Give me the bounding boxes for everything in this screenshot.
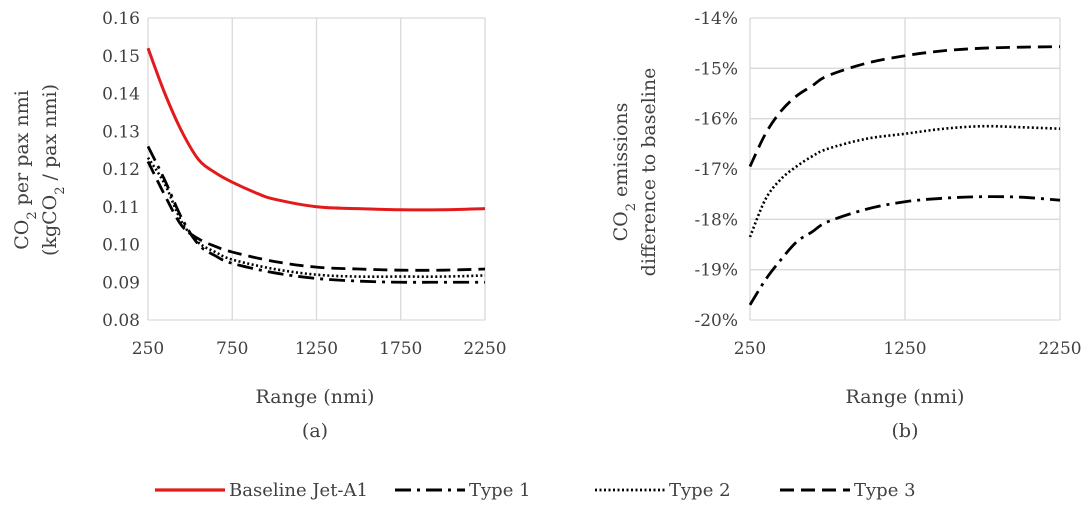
chart-b-tick-labels: 250 1250 2250 -20% -19% -18% -17% -16% -15% -14% (694, 9, 1081, 359)
chart-b-panel-label: (b) (892, 420, 919, 442)
chart-a-y-axis-label-line2: (kgCO2 / pax nmi) (39, 84, 68, 256)
y-tick-label: 0.14 (102, 85, 140, 105)
chart-a-panel-label: (a) (302, 420, 328, 442)
series-line-type-2 (748, 124, 1061, 238)
chart-a-tick-labels: 250 750 1250 1750 2250 0.08 0.09 0.10 0.11 0.12 0.… (102, 9, 506, 359)
legend: Baseline Jet-A1 Type 1 Type 2 Type 3 (155, 480, 916, 501)
y-tick-label: -17% (694, 160, 738, 180)
chart-a-gridlines (147, 17, 486, 321)
chart-a-x-axis-label: Range (nmi) (256, 386, 375, 408)
y-tick-label: 0.12 (102, 160, 140, 180)
legend-item: Baseline Jet-A1 (155, 480, 368, 501)
y-tick-label: -20% (694, 311, 738, 331)
legend-label: Type 2 (669, 480, 731, 501)
y-tick-label: -16% (694, 110, 738, 130)
series-line-type-3 (748, 45, 1061, 168)
y-tick-label: -15% (694, 59, 738, 79)
chart-a-series (146, 47, 486, 284)
legend-item: Type 2 (595, 480, 731, 501)
series-line-type-3 (146, 160, 486, 272)
chart-b-x-axis-label: Range (nmi) (846, 386, 965, 408)
y-tick-label: -18% (694, 210, 738, 230)
x-tick-label: 250 (132, 339, 164, 359)
x-tick-label: 750 (216, 339, 248, 359)
y-tick-label: 0.13 (102, 122, 140, 142)
chart-b-y-axis-label-line2: difference to baseline (638, 68, 660, 277)
y-tick-label: -14% (694, 9, 738, 29)
chart-b: 250 1250 2250-20%-19%-18%-17%-16%-15%-14% … (610, 9, 1082, 442)
legend-label: Type 1 (469, 480, 531, 501)
y-tick-label: 0.08 (102, 311, 140, 331)
y-tick-label: 0.11 (102, 198, 140, 218)
legend-item: Type 3 (780, 480, 916, 501)
legend-item: Type 1 (395, 480, 531, 501)
series-line-type-1 (146, 145, 485, 284)
x-tick-label: 2250 (1038, 339, 1081, 359)
legend-label: Type 3 (854, 480, 916, 501)
x-tick-label: 1750 (379, 339, 422, 359)
y-tick-label: 0.10 (102, 236, 140, 256)
chart-b-y-axis-label-line1: CO2 emissions (610, 103, 639, 242)
y-tick-label: 0.15 (102, 47, 140, 67)
x-tick-label: 2250 (463, 339, 506, 359)
y-tick-label: 0.16 (102, 9, 140, 29)
x-tick-label: 1250 (883, 339, 926, 359)
series-line-baseline-jet-a1 (146, 47, 486, 212)
y-tick-label: -19% (694, 261, 738, 281)
x-tick-label: 1250 (295, 339, 338, 359)
chart-b-series (748, 45, 1061, 306)
series-line-type-1 (748, 195, 1061, 306)
chart-a-y-axis-label-line1: CO2 per pax nmi (11, 90, 40, 250)
chart-a: 250 750 1250 1750 2250 0.08 0.09 0.10 0.11 0.12 0.… (11, 9, 507, 442)
y-tick-label: 0.09 (102, 273, 140, 293)
legend-label: Baseline Jet-A1 (229, 480, 368, 501)
series-line-type-2 (146, 156, 486, 279)
x-tick-label: 250 (734, 339, 766, 359)
chart-b-gridlines (749, 17, 1061, 321)
